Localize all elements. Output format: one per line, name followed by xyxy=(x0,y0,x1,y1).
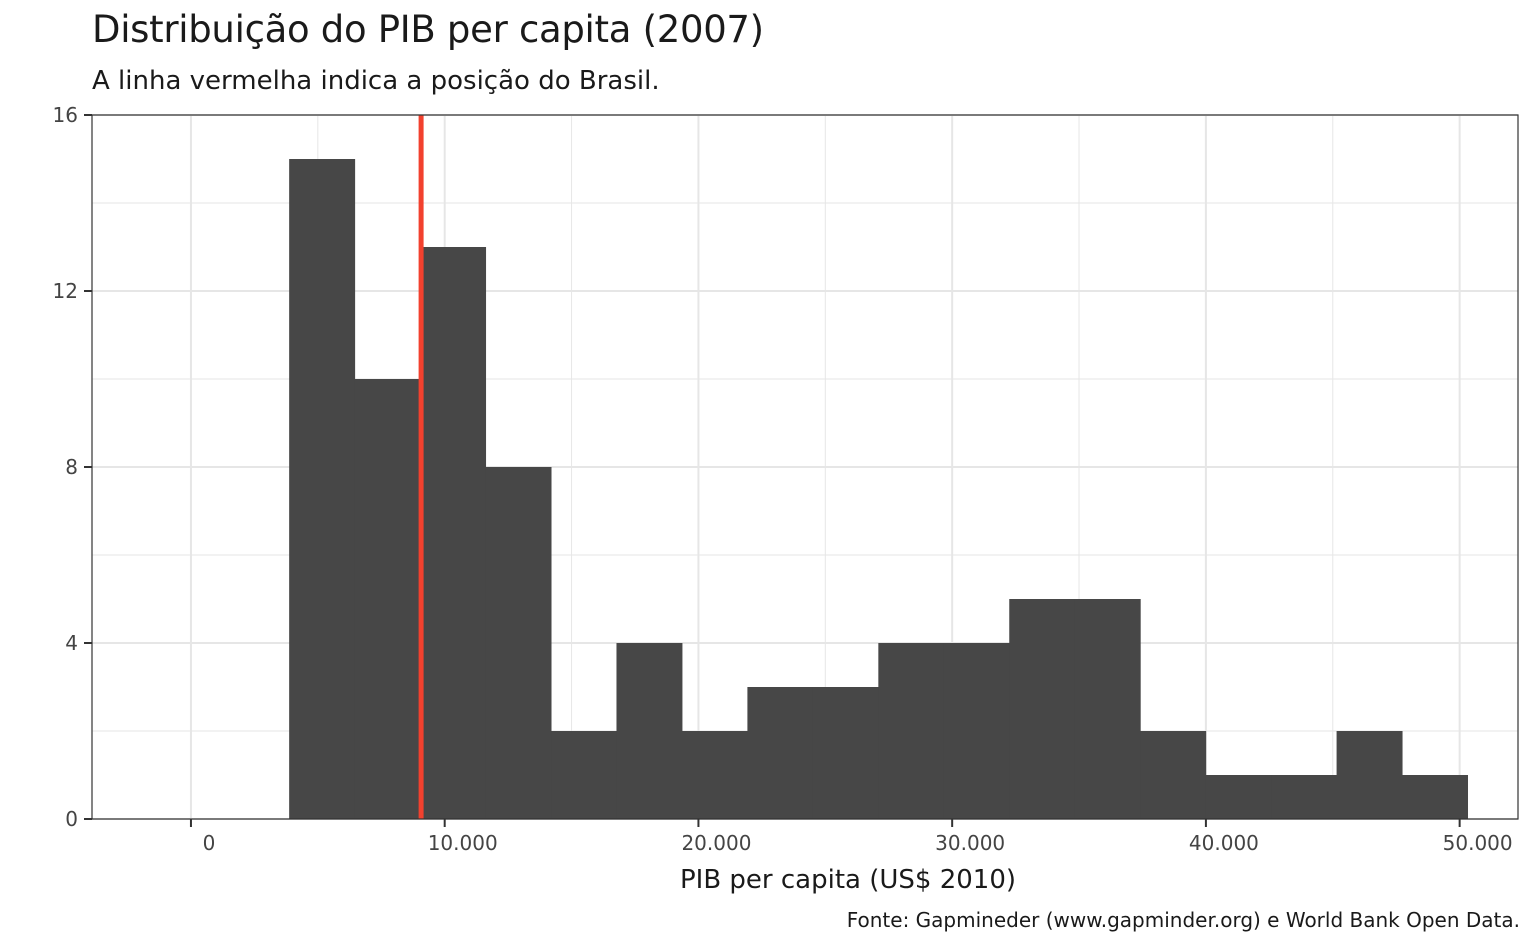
histogram-bar xyxy=(878,643,945,819)
histogram-bar xyxy=(551,731,617,819)
x-tick-label: 40.000 xyxy=(1189,831,1259,855)
histogram-bar xyxy=(1009,599,1076,819)
y-tick-label: 8 xyxy=(65,455,78,479)
histogram-bar xyxy=(289,159,356,819)
histogram-bar xyxy=(681,731,748,819)
histogram-bar xyxy=(1205,775,1272,819)
chart-title: Distribuição do PIB per capita (2007) xyxy=(92,8,764,51)
histogram-bar xyxy=(616,643,683,819)
y-tick-label: 0 xyxy=(65,807,78,831)
axis-ticks: 0 10.000 20.000 30.000 40.000 50.000 0 4 8 12 16 xyxy=(53,103,1513,855)
histogram-bar xyxy=(420,247,487,819)
x-tick-label: 0 xyxy=(203,831,216,855)
chart-caption: Fonte: Gapmineder (www.gapminder.org) e … xyxy=(847,908,1520,932)
y-tick-label: 12 xyxy=(53,279,78,303)
histogram-bar xyxy=(747,687,814,819)
histogram-bar xyxy=(1271,775,1338,819)
histogram-bar xyxy=(1140,731,1207,819)
x-tick-label: 10.000 xyxy=(428,831,498,855)
histogram-bar xyxy=(1402,775,1469,819)
histogram-bar xyxy=(1336,731,1403,819)
x-axis-title: PIB per capita (US$ 2010) xyxy=(680,865,1016,895)
histogram-bar xyxy=(354,379,421,819)
y-tick-label: 4 xyxy=(65,631,78,655)
histogram-bar xyxy=(812,687,879,819)
x-tick-label: 30.000 xyxy=(935,831,1005,855)
x-tick-label: 20.000 xyxy=(681,831,751,855)
chart-subtitle: A linha vermelha indica a posição do Bra… xyxy=(92,66,660,96)
histogram-bar xyxy=(485,467,552,819)
histogram-bars xyxy=(289,159,1469,819)
histogram-bar xyxy=(943,643,1010,819)
x-tick-label: 50.000 xyxy=(1443,831,1513,855)
y-tick-label: 16 xyxy=(53,103,78,127)
histogram-bar xyxy=(1074,599,1141,819)
